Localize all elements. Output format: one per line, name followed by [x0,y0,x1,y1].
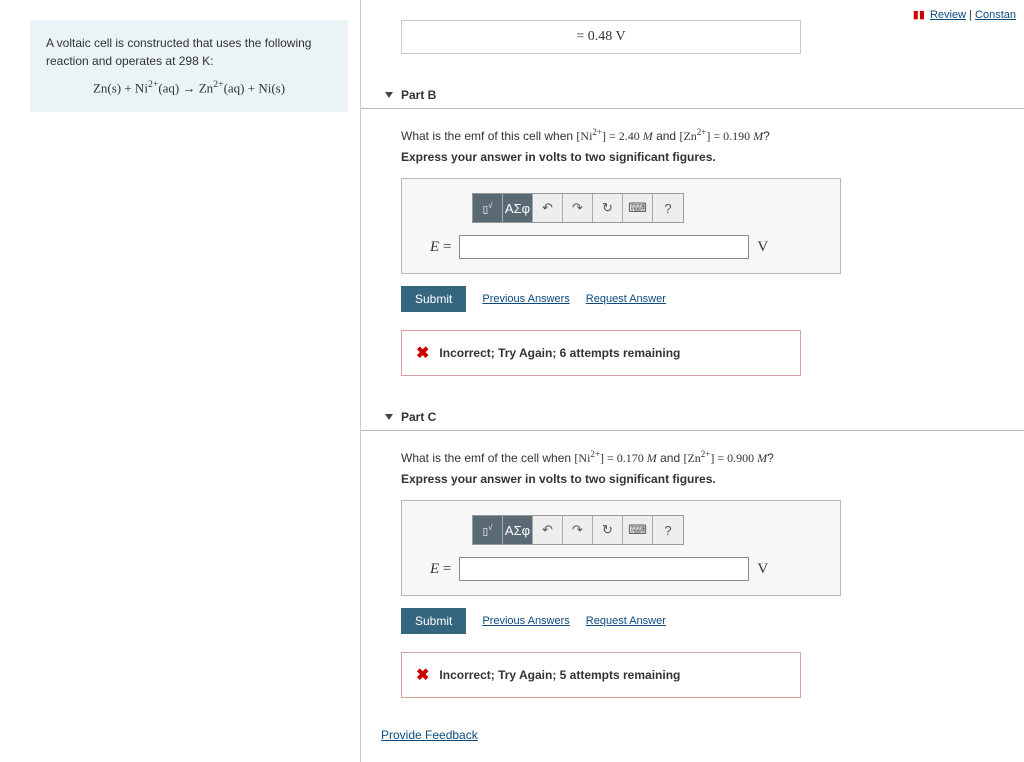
part-b-section: Part B What is the emf of this cell when… [361,82,1024,376]
part-c-answer-input[interactable] [459,557,749,581]
part-b-instruction: Express your answer in volts to two sign… [401,150,1024,164]
problem-equation: Zn(s) + Ni2+(aq) → Zn2+(aq) + Ni(s) [46,78,332,98]
problem-intro: A voltaic cell is constructed that uses … [46,34,332,70]
reset-button[interactable]: ↻ [593,516,623,544]
part-c-request-answer-link[interactable]: Request Answer [586,615,666,627]
greek-button[interactable]: ΑΣφ [503,194,533,222]
left-panel: A voltaic cell is constructed that uses … [0,0,360,762]
part-c-feedback: ✖ Incorrect; Try Again; 5 attempts remai… [401,652,801,698]
top-links: ▮▮ Review | Constan [913,8,1016,21]
caret-down-icon [385,414,393,420]
redo-button[interactable]: ↷ [563,194,593,222]
undo-button[interactable]: ↶ [533,194,563,222]
part-b-title: Part B [401,88,436,102]
templates-button[interactable]: ▯√ [473,194,503,222]
right-panel: ▮▮ Review | Constan = 0.48 V Part B What… [360,0,1024,762]
part-c-instruction: Express your answer in volts to two sign… [401,472,1024,486]
templates-button[interactable]: ▯√ [473,516,503,544]
part-c-previous-answers-link[interactable]: Previous Answers [482,615,569,627]
help-button[interactable]: ? [653,194,683,222]
caret-down-icon [385,92,393,98]
part-c-title: Part C [401,410,436,424]
part-c-toolbar: ▯√ ΑΣφ ↶ ↷ ↻ ⌨ ? [472,515,684,545]
provide-feedback-link[interactable]: Provide Feedback [381,728,478,742]
redo-button[interactable]: ↷ [563,516,593,544]
part-b-feedback-text: Incorrect; Try Again; 6 attempts remaini… [439,346,680,360]
incorrect-icon: ✖ [416,343,429,363]
part-b-toolbar: ▯√ ΑΣφ ↶ ↷ ↻ ⌨ ? [472,193,684,223]
part-c-feedback-text: Incorrect; Try Again; 5 attempts remaini… [439,668,680,682]
part-c-header[interactable]: Part C [361,404,1024,431]
part-b-answer-input[interactable] [459,235,749,259]
keyboard-button[interactable]: ⌨ [623,516,653,544]
part-b-previous-answers-link[interactable]: Previous Answers [482,293,569,305]
part-b-var-label: E = [430,239,451,256]
part-b-request-answer-link[interactable]: Request Answer [586,293,666,305]
part-b-header[interactable]: Part B [361,82,1024,109]
part-b-answer-box: ▯√ ΑΣφ ↶ ↷ ↻ ⌨ ? E = V [401,178,841,274]
part-b-question: What is the emf of this cell when [Ni2+]… [401,127,1024,144]
part-c-question: What is the emf of the cell when [Ni2+] … [401,449,1024,466]
reset-button[interactable]: ↻ [593,194,623,222]
part-c-section: Part C What is the emf of the cell when … [361,404,1024,698]
flag-icon: ▮▮ [913,9,925,21]
keyboard-button[interactable]: ⌨ [623,194,653,222]
part-c-unit: V [757,561,768,578]
constants-link[interactable]: Constan [975,9,1016,21]
review-link[interactable]: Review [930,9,966,21]
part-c-submit-button[interactable]: Submit [401,608,466,634]
undo-button[interactable]: ↶ [533,516,563,544]
incorrect-icon: ✖ [416,665,429,685]
part-b-feedback: ✖ Incorrect; Try Again; 6 attempts remai… [401,330,801,376]
part-c-var-label: E = [430,561,451,578]
problem-statement: A voltaic cell is constructed that uses … [30,20,348,112]
greek-button[interactable]: ΑΣφ [503,516,533,544]
help-button[interactable]: ? [653,516,683,544]
part-c-answer-box: ▯√ ΑΣφ ↶ ↷ ↻ ⌨ ? E = V [401,500,841,596]
part-b-submit-button[interactable]: Submit [401,286,466,312]
part-b-unit: V [757,239,768,256]
previous-answer-display: = 0.48 V [401,20,801,54]
